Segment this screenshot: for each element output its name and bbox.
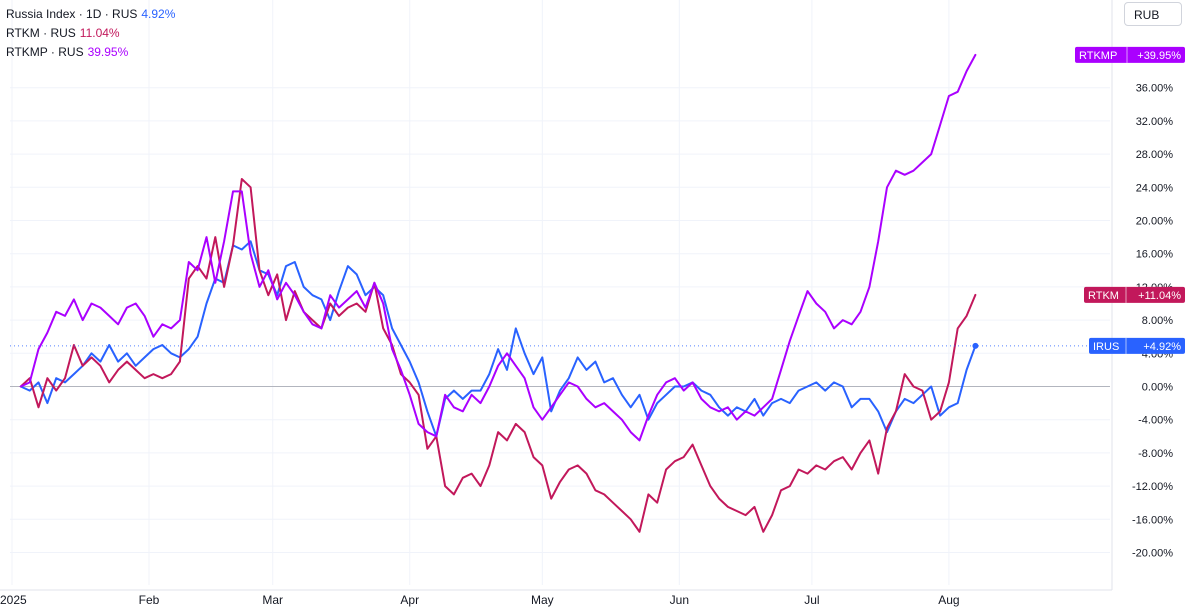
- legend-row-rtkm[interactable]: RTKM · RUS 11.04%: [6, 24, 175, 43]
- x-tick-label: Aug: [938, 593, 959, 607]
- x-tick-label: Jul: [804, 593, 819, 607]
- currency-button[interactable]: RUB: [1124, 2, 1182, 26]
- y-tick-label: 0.00%: [1142, 382, 1173, 394]
- y-tick-label: -16.00%: [1132, 514, 1173, 526]
- legend: Russia Index · 1D · RUS 4.92% RTKM · RUS 1…: [6, 5, 175, 62]
- y-tick-label: 32.00%: [1136, 116, 1174, 128]
- last-value-badge: [1084, 286, 1185, 303]
- last-value-badge: [1089, 337, 1185, 354]
- badge-series-label: IRUS: [1093, 341, 1119, 353]
- series-line-rtkmp: [19, 53, 977, 442]
- badge-value: +4.92%: [1143, 341, 1181, 353]
- x-tick-label: Feb: [139, 593, 160, 607]
- x-tick-label: Jun: [670, 593, 689, 607]
- badge-value: +11.04%: [1138, 290, 1181, 302]
- y-tick-label: 24.00%: [1136, 182, 1174, 194]
- x-tick-label: Mar: [262, 593, 283, 607]
- legend-row-iruss[interactable]: Russia Index · 1D · RUS 4.92%: [6, 5, 175, 24]
- y-tick-label: -4.00%: [1138, 415, 1173, 427]
- last-point-marker: [972, 342, 979, 349]
- series-line-rtkm: [19, 178, 977, 533]
- y-tick-label: 36.00%: [1136, 83, 1174, 95]
- legend-row-rtkmp[interactable]: RTKMP · RUS 39.95%: [6, 43, 175, 62]
- y-tick-label: 28.00%: [1136, 149, 1174, 161]
- y-tick-label: -12.00%: [1132, 481, 1173, 493]
- y-tick-label: -20.00%: [1132, 548, 1173, 560]
- y-tick-label: 8.00%: [1142, 315, 1173, 327]
- last-value-badge: [1075, 46, 1185, 63]
- y-tick-label: -8.00%: [1138, 448, 1173, 460]
- legend-label: RTKMP · RUS: [6, 45, 84, 59]
- badge-series-label: RTKMP: [1079, 50, 1117, 62]
- legend-label: RTKM · RUS: [6, 26, 76, 40]
- x-tick-label: Apr: [400, 593, 419, 607]
- x-tick-label: 2025: [0, 593, 27, 607]
- badge-series-label: RTKM: [1088, 290, 1119, 302]
- y-tick-label: 16.00%: [1136, 249, 1174, 261]
- series-line-russia-index: [19, 240, 977, 438]
- legend-label: Russia Index · 1D · RUS: [6, 7, 138, 21]
- legend-value: 39.95%: [87, 45, 129, 59]
- legend-value: 4.92%: [141, 7, 176, 21]
- legend-value: 11.04%: [79, 26, 120, 40]
- badge-value: +39.95%: [1137, 50, 1181, 62]
- y-tick-label: 20.00%: [1136, 216, 1174, 228]
- x-tick-label: May: [531, 593, 554, 607]
